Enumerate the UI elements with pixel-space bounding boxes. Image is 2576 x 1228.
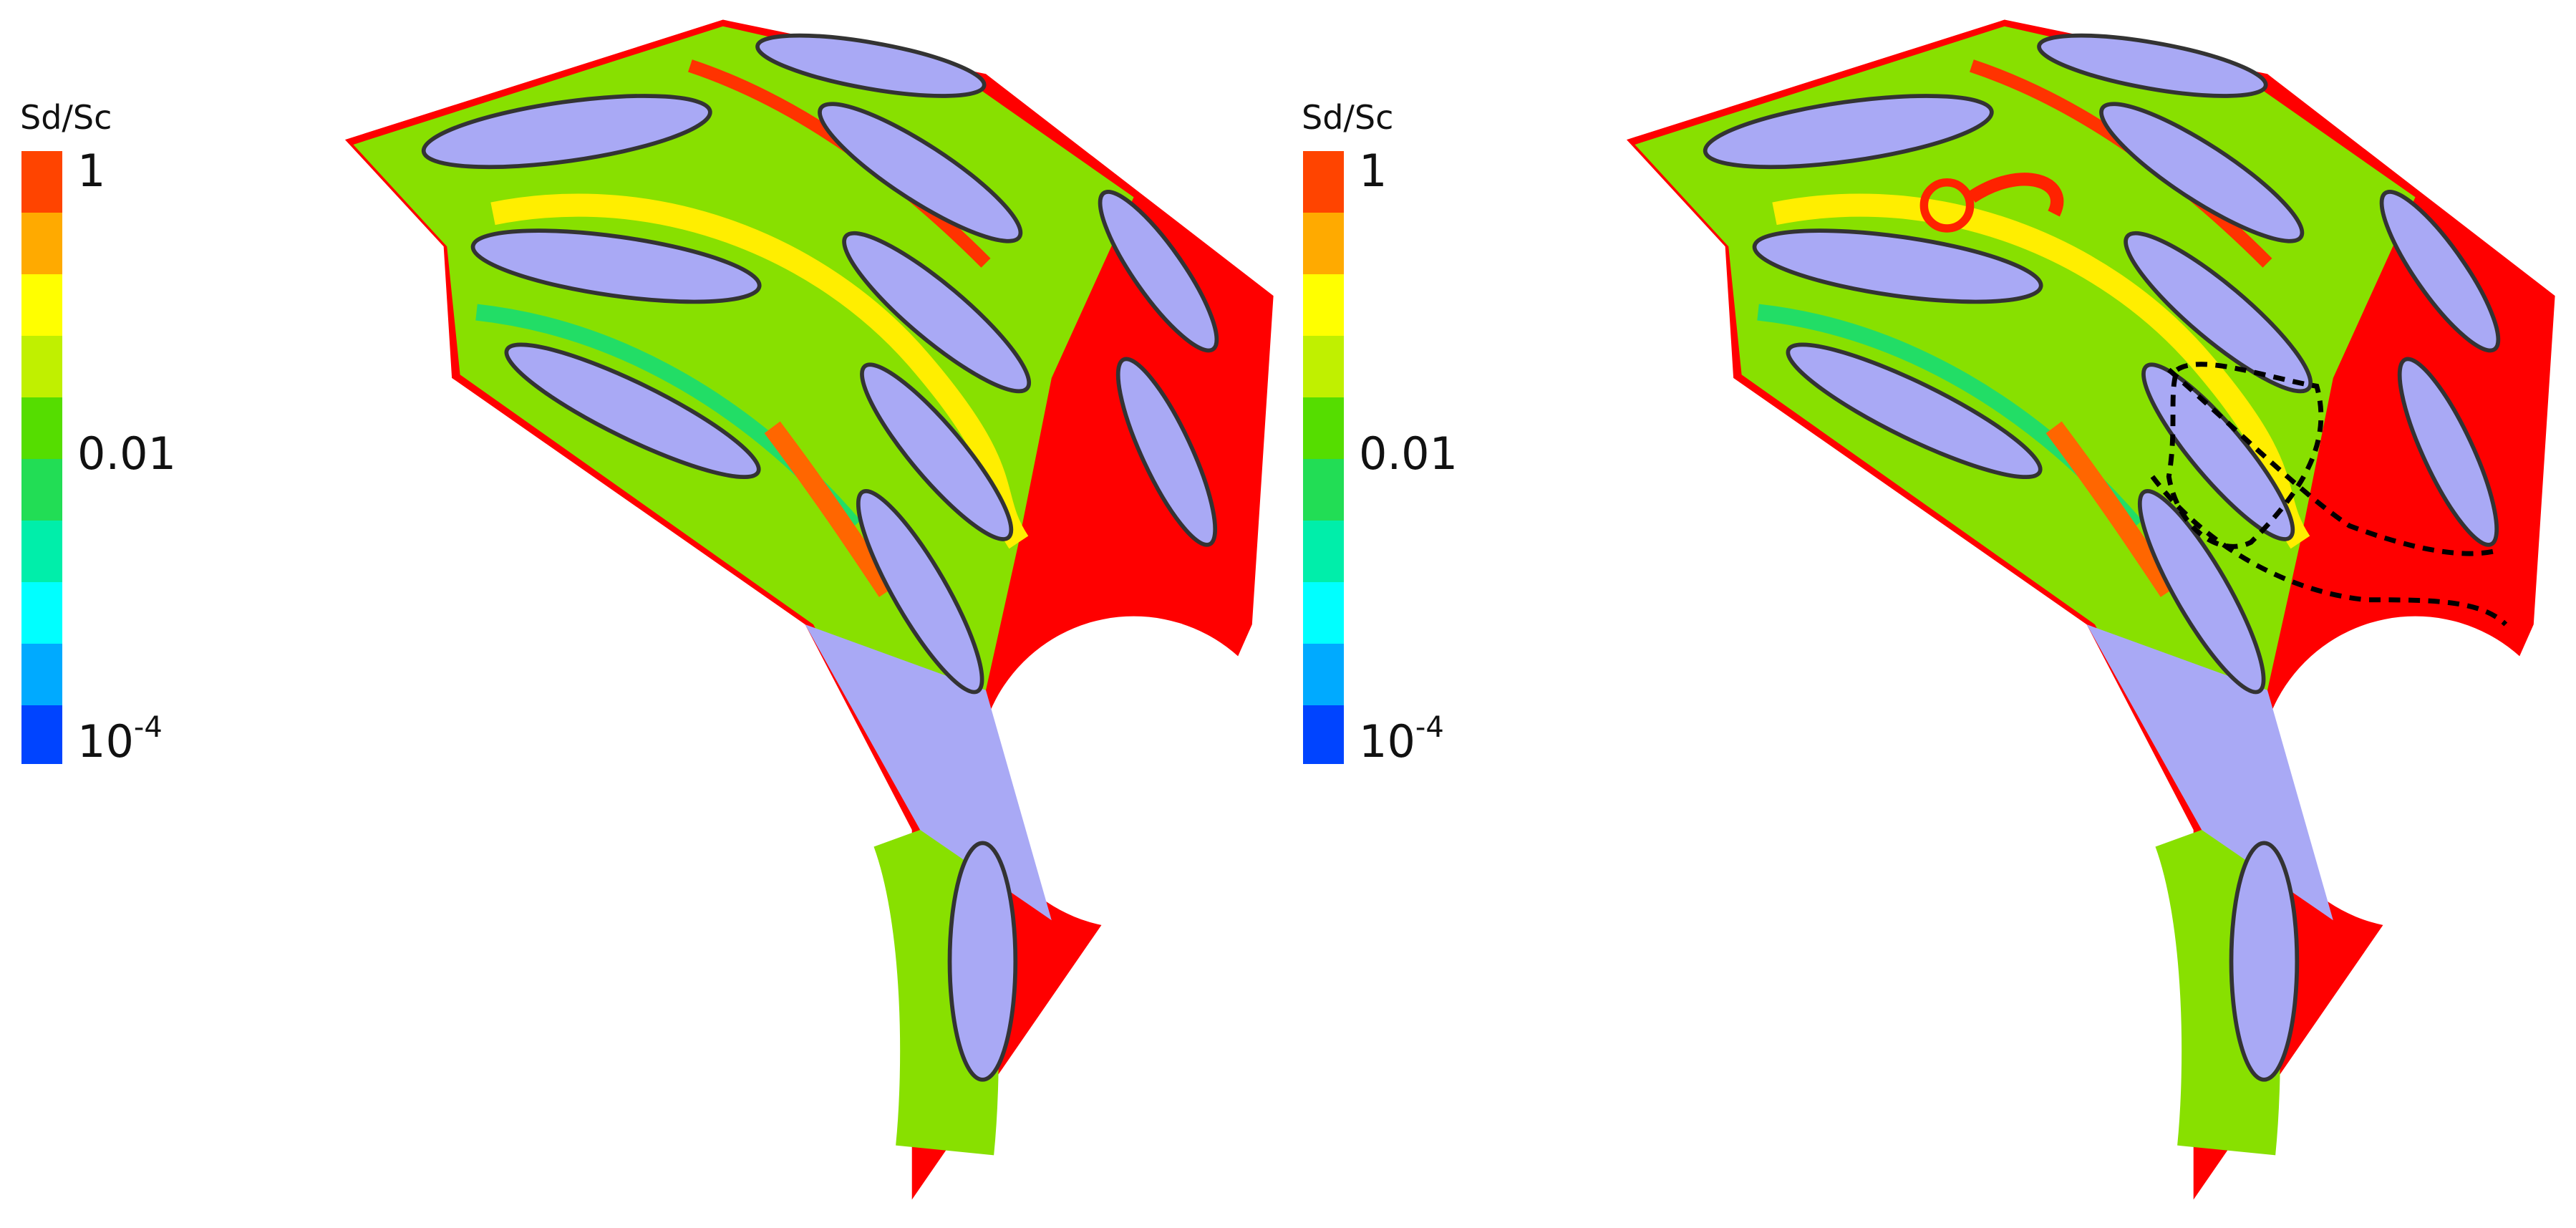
panel: Sd/Sc 1 0.01 10-4 [20,20,1290,1200]
contour-plot [1627,20,2572,1200]
colorbar-label: 0.01 [1359,427,1458,480]
colorbar-title: Sd/Sc [1302,98,1393,137]
colorbar-label: 10-4 [77,711,163,768]
label-exponent: -4 [1415,711,1444,744]
contour-plot [345,20,1290,1200]
colorbar [1303,151,1344,764]
colorbar-label: 1 [1359,145,1387,197]
panel: Sd/Sc 1 0.01 10-4 [1302,20,2572,1200]
colorbar-title: Sd/Sc [20,98,112,137]
colorbar-label: 0.01 [77,427,176,480]
label-exponent: -4 [134,711,163,744]
colorbar [21,151,62,764]
colorbar-label: 10-4 [1359,711,1444,768]
colorbar-label: 1 [77,145,105,197]
label-base: 10 [77,715,134,768]
label-base: 10 [1359,715,1415,768]
